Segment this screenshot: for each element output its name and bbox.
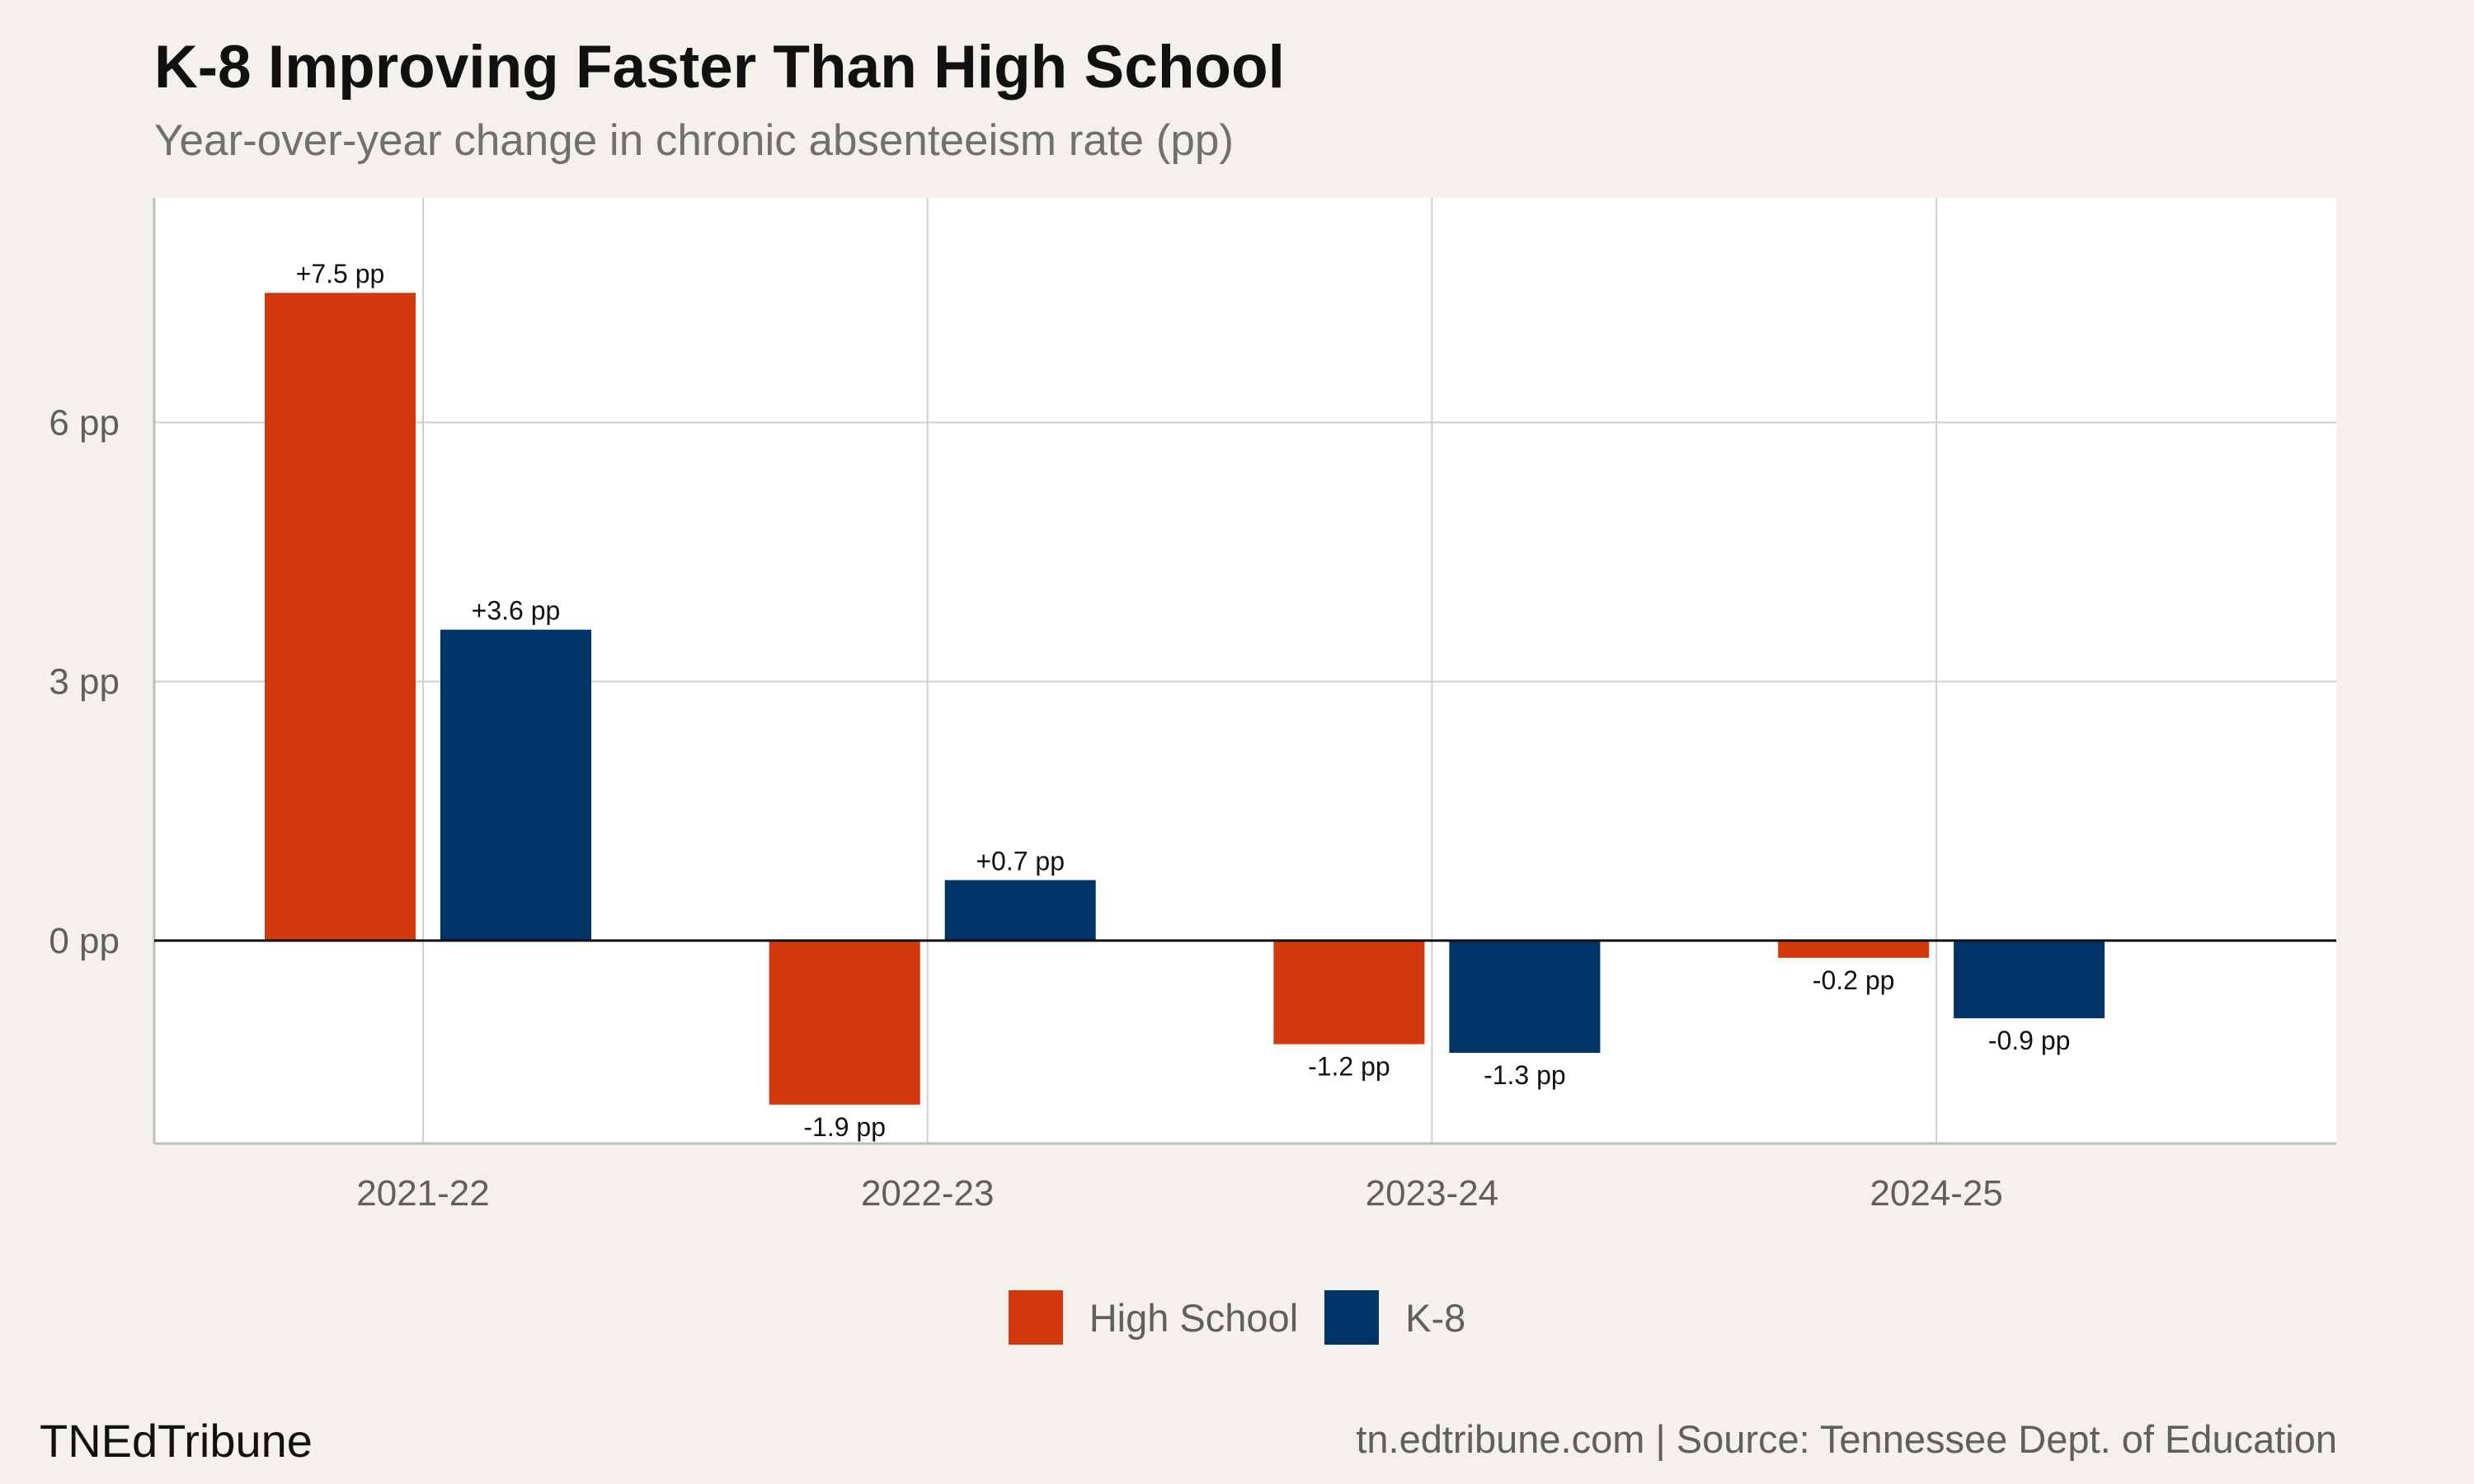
x-tick-label: 2023-24 <box>1366 1173 1498 1214</box>
bar <box>769 940 920 1105</box>
bar <box>944 880 1096 941</box>
data-label: +7.5 pp <box>296 259 385 289</box>
y-tick-label: 6 pp <box>49 402 120 443</box>
data-label: +0.7 pp <box>976 847 1065 876</box>
y-tick-label: 0 pp <box>49 921 120 961</box>
data-label: +3.6 pp <box>472 596 561 626</box>
legend-label-high-school: High School <box>1089 1295 1299 1340</box>
bar <box>1778 940 1930 958</box>
legend: High School K-8 <box>0 1290 2474 1345</box>
bar <box>265 293 416 941</box>
x-tick-label: 2022-23 <box>861 1173 994 1214</box>
chart-title: K-8 Improving Faster Than High School <box>154 34 1285 101</box>
legend-item-high-school: High School <box>1008 1290 1299 1345</box>
x-tick-label: 2024-25 <box>1870 1173 2002 1214</box>
legend-label-k8: K-8 <box>1405 1295 1466 1340</box>
y-tick-label: 3 pp <box>49 662 120 702</box>
legend-item-k8: K-8 <box>1324 1290 1465 1345</box>
bar <box>1273 940 1425 1045</box>
bar <box>440 629 591 941</box>
bar <box>1954 940 2105 1019</box>
source-caption: tn.edtribune.com | Source: Tennessee Dep… <box>1356 1417 2337 1461</box>
data-label: -0.2 pp <box>1813 965 1895 995</box>
brand-logo-text: TNEdTribune <box>40 1415 313 1467</box>
x-tick-label: 2021-22 <box>356 1173 489 1214</box>
chart-subtitle: Year-over-year change in chronic absente… <box>154 116 1235 165</box>
data-label: -1.2 pp <box>1308 1052 1390 1082</box>
data-label: -1.9 pp <box>803 1112 886 1142</box>
legend-swatch-k8 <box>1324 1290 1380 1345</box>
data-label: -0.9 pp <box>1988 1026 2071 1055</box>
legend-swatch-high-school <box>1008 1290 1063 1345</box>
bar <box>1449 940 1601 1054</box>
data-label: -1.3 pp <box>1484 1060 1566 1090</box>
